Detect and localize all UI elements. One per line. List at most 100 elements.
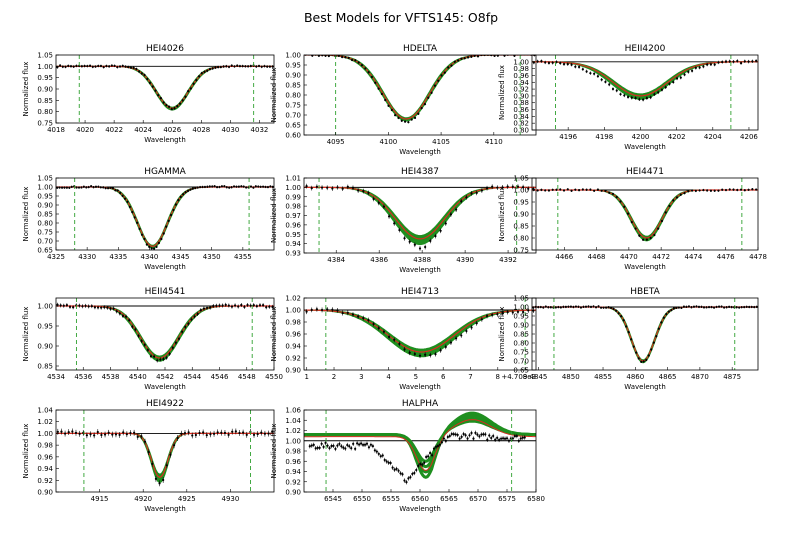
data-point bbox=[212, 432, 216, 435]
data-point bbox=[153, 247, 156, 250]
data-point bbox=[645, 238, 648, 241]
x-axis-label: Wavelength bbox=[144, 263, 186, 271]
best-fit-curve bbox=[532, 189, 758, 239]
x-tick-label: 4384 bbox=[327, 256, 345, 264]
data-point bbox=[393, 468, 396, 471]
x-tick-label: 4474 bbox=[685, 253, 703, 261]
data-point bbox=[77, 186, 81, 189]
data-point bbox=[399, 472, 402, 475]
data-point bbox=[149, 355, 153, 358]
data-point bbox=[230, 186, 233, 189]
data-point bbox=[532, 309, 535, 312]
data-point bbox=[421, 463, 424, 466]
data-point bbox=[377, 452, 380, 456]
data-point bbox=[675, 196, 679, 199]
data-point bbox=[94, 65, 97, 68]
y-tick-label: 0.90 bbox=[37, 343, 53, 351]
x-tick-label: 4100 bbox=[379, 138, 397, 146]
data-point bbox=[377, 201, 380, 204]
data-point bbox=[244, 65, 247, 68]
data-point bbox=[496, 436, 499, 439]
x-tick-label: 4478 bbox=[749, 253, 767, 261]
data-point bbox=[225, 186, 228, 189]
data-point bbox=[316, 446, 319, 449]
panel-title: HALPHA bbox=[402, 399, 439, 409]
data-point bbox=[305, 310, 308, 313]
data-point bbox=[99, 64, 103, 68]
data-point bbox=[705, 306, 708, 309]
y-tick-label: 1.00 bbox=[285, 184, 301, 192]
x-tick-label: 4200 bbox=[632, 133, 650, 141]
data-point bbox=[403, 120, 407, 123]
data-point bbox=[480, 189, 483, 192]
data-point bbox=[169, 213, 173, 217]
data-point bbox=[458, 437, 461, 440]
data-point bbox=[358, 443, 361, 446]
data-point bbox=[679, 76, 682, 79]
data-point bbox=[627, 331, 630, 334]
data-point bbox=[577, 305, 580, 308]
data-point bbox=[566, 63, 569, 66]
data-point bbox=[336, 186, 339, 189]
x-tick-label: 4110 bbox=[485, 138, 503, 146]
data-point bbox=[209, 433, 212, 436]
x-tick-label: 4855 bbox=[594, 373, 612, 381]
y-tick-label: 0.98 bbox=[285, 203, 301, 211]
data-point bbox=[187, 431, 190, 434]
plot-area bbox=[56, 178, 274, 250]
data-point bbox=[104, 187, 107, 190]
data-point bbox=[723, 306, 726, 309]
data-point bbox=[728, 60, 731, 63]
y-tick-label: 0.96 bbox=[513, 72, 529, 80]
data-point bbox=[496, 55, 499, 57]
data-point bbox=[115, 310, 118, 313]
data-point bbox=[118, 65, 122, 68]
panel-title: HEI4026 bbox=[146, 44, 184, 54]
data-point bbox=[394, 114, 397, 117]
data-point bbox=[492, 434, 495, 438]
data-point bbox=[195, 79, 198, 82]
data-point bbox=[377, 87, 380, 90]
data-point bbox=[517, 439, 520, 442]
data-point bbox=[249, 185, 253, 188]
data-point bbox=[165, 225, 168, 228]
data-point bbox=[667, 310, 670, 313]
data-point bbox=[432, 447, 436, 450]
data-point bbox=[97, 185, 100, 188]
data-point bbox=[260, 431, 263, 434]
data-point bbox=[748, 305, 751, 309]
y-tick-label: 0.98 bbox=[285, 448, 301, 456]
data-point bbox=[680, 306, 683, 309]
data-point bbox=[423, 461, 426, 464]
data-point bbox=[311, 55, 314, 57]
data-point bbox=[417, 464, 420, 467]
data-point bbox=[154, 477, 158, 480]
data-point bbox=[341, 55, 344, 59]
data-point bbox=[367, 71, 370, 74]
data-point bbox=[373, 449, 376, 452]
data-point bbox=[230, 64, 233, 67]
data-point bbox=[653, 233, 656, 237]
data-point bbox=[179, 195, 182, 198]
data-point bbox=[211, 67, 214, 70]
data-point bbox=[750, 305, 753, 309]
x-tick-label: 4204 bbox=[704, 133, 722, 141]
data-point bbox=[387, 461, 390, 464]
data-point bbox=[428, 451, 432, 455]
data-point bbox=[480, 318, 483, 321]
data-point bbox=[156, 359, 159, 362]
data-point bbox=[589, 188, 592, 191]
y-tick-label: 1.00 bbox=[513, 58, 529, 66]
x-tick-label: 4472 bbox=[652, 253, 670, 261]
data-point bbox=[398, 228, 401, 232]
data-point bbox=[485, 187, 489, 190]
data-point bbox=[242, 431, 245, 434]
data-point bbox=[503, 437, 507, 440]
x-axis-label: Wavelength bbox=[144, 505, 186, 513]
data-point bbox=[449, 213, 453, 216]
data-point bbox=[103, 433, 107, 436]
plot-area bbox=[56, 410, 274, 492]
data-point bbox=[264, 185, 267, 189]
data-point bbox=[265, 306, 268, 309]
data-point bbox=[315, 308, 318, 311]
